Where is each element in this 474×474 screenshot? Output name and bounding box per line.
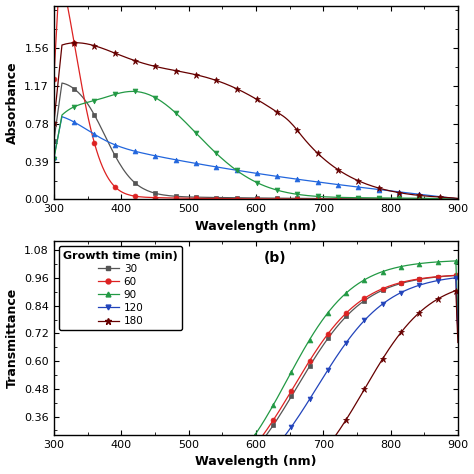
X-axis label: Wavelength (nm): Wavelength (nm) bbox=[195, 456, 317, 468]
Text: (b): (b) bbox=[264, 251, 287, 265]
Y-axis label: Absorbance: Absorbance bbox=[6, 61, 18, 144]
X-axis label: Wavelength (nm): Wavelength (nm) bbox=[195, 220, 317, 233]
Y-axis label: Transmittance: Transmittance bbox=[6, 288, 18, 388]
Legend: 30, 60, 90, 120, 180: 30, 60, 90, 120, 180 bbox=[59, 246, 182, 330]
